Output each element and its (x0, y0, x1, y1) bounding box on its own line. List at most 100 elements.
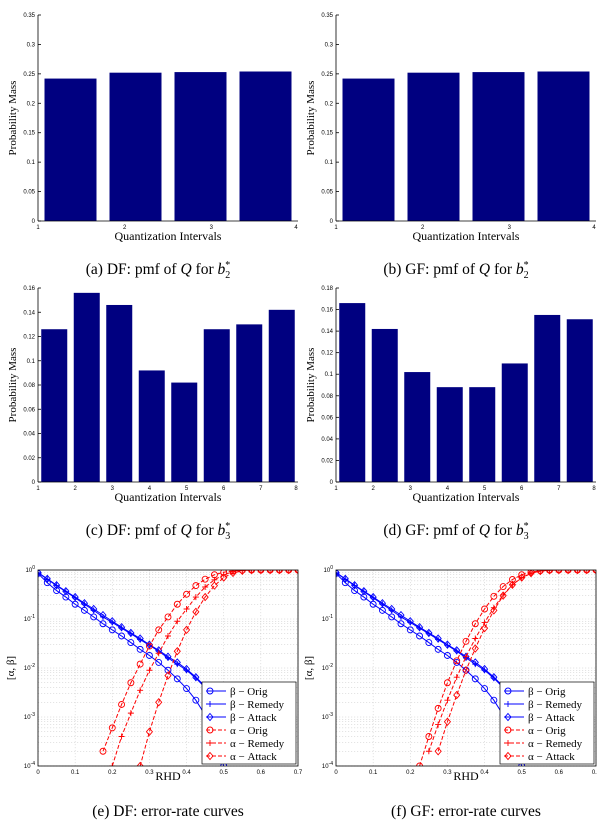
legend-entry: β − Orig (528, 686, 566, 698)
series-group (336, 570, 596, 766)
marker-diamond (499, 591, 507, 600)
y-tick-label: 0.1 (325, 372, 334, 378)
marker-diamond (220, 573, 228, 582)
marker-plus (118, 733, 125, 740)
x-tick-label: 1 (36, 486, 40, 492)
marker-plus (435, 721, 442, 728)
legend-entry: β − Attack (528, 712, 575, 724)
marker-circle (118, 701, 126, 708)
marker-circle (471, 620, 479, 628)
y-tick-label: 0.08 (23, 383, 35, 389)
marker-circle (425, 733, 433, 740)
x-tick-label: 8 (294, 486, 298, 492)
marker-circle (127, 639, 135, 647)
y-tick-label: 0.16 (23, 286, 35, 292)
x-tick-label: 0.2 (406, 770, 415, 776)
marker-diamond (504, 712, 512, 722)
marker-diamond (182, 625, 191, 635)
x-axis-label: Quantization Intervals (115, 490, 222, 504)
marker-plus (565, 570, 572, 573)
marker-plus (137, 687, 144, 694)
legend-entry: α − Orig (528, 725, 566, 737)
legend-entry: α − Attack (230, 751, 277, 763)
marker-circle (99, 620, 107, 628)
marker-plus (285, 570, 292, 573)
x-tick-label: 0.4 (480, 770, 489, 776)
marker-circle (155, 626, 163, 634)
marker-plus (276, 570, 283, 573)
marker-circle (490, 592, 498, 600)
x-axis-label: Quantization Intervals (413, 229, 520, 243)
marker-diamond (508, 580, 517, 589)
marker-diamond (210, 581, 219, 590)
y-tick-label: 0.04 (321, 437, 333, 443)
bar (407, 72, 460, 222)
marker-diamond (453, 646, 461, 655)
x-axis-label: Quantization Intervals (413, 490, 520, 504)
marker-circle (38, 570, 42, 577)
marker-diamond (443, 640, 452, 649)
x-tick-label: 0.6 (555, 770, 564, 776)
marker-diamond (117, 623, 126, 632)
y-tick-label: 0.35 (321, 13, 333, 19)
marker-diamond (462, 652, 470, 661)
marker-diamond (275, 570, 284, 575)
marker-circle (504, 726, 512, 734)
bar (537, 71, 590, 221)
bar (236, 324, 263, 482)
marker-circle (481, 605, 489, 613)
y-tick-label: 0.05 (23, 190, 35, 196)
y-tick-label: 10-2 (322, 663, 333, 672)
y-tick-label: 0.12 (321, 351, 333, 357)
marker-circle (504, 687, 512, 695)
y-tick-label: 0.1 (27, 359, 36, 365)
marker-diamond (90, 604, 98, 614)
marker-plus (192, 594, 199, 601)
marker-diamond (360, 586, 368, 596)
marker-circle (127, 679, 135, 687)
y-tick-label: 10-2 (24, 663, 35, 672)
marker-circle (99, 747, 107, 755)
marker-diamond (471, 644, 479, 653)
marker-circle (462, 637, 470, 645)
bar (268, 309, 295, 482)
y-tick-label: 0.02 (321, 458, 333, 464)
marker-diamond (462, 666, 470, 675)
x-tick-label: 1 (36, 225, 40, 231)
marker-diamond (490, 672, 498, 682)
series-line (419, 570, 596, 766)
marker-diamond (127, 628, 135, 638)
marker-circle (336, 570, 340, 577)
x-tick-label: 5 (185, 486, 189, 492)
plot-frame (37, 569, 299, 767)
y-tick-label: 0.1 (325, 160, 334, 166)
marker-plus (453, 674, 460, 681)
y-tick-label: 0 (32, 480, 36, 486)
bar (436, 387, 463, 482)
y-tick-label: 0.06 (321, 415, 333, 421)
y-tick-label: 10-3 (322, 712, 333, 721)
marker-diamond (388, 604, 396, 614)
marker-plus (505, 740, 511, 746)
panel-caption: (c) DF: pmf of Q for b* 3 (86, 521, 230, 542)
y-tick-label: 100 (324, 565, 334, 574)
marker-circle (145, 652, 153, 659)
marker-plus (336, 570, 339, 576)
y-tick-label: 0.3 (325, 42, 334, 48)
bar (106, 304, 133, 482)
x-tick-label: 1 (334, 225, 338, 231)
marker-circle (192, 582, 200, 590)
marker-plus (444, 697, 451, 704)
marker-plus (555, 570, 562, 573)
marker-circle (118, 632, 126, 640)
marker-diamond (285, 570, 293, 575)
y-tick-label: 10-4 (322, 761, 333, 770)
marker-plus (183, 605, 190, 612)
y-tick-label: 0.08 (321, 394, 333, 400)
marker-diamond (480, 623, 489, 633)
marker-plus (574, 570, 581, 573)
marker-circle (183, 685, 191, 693)
x-tick-label: 3 (210, 225, 214, 231)
y-tick-label: 0.12 (23, 335, 35, 341)
